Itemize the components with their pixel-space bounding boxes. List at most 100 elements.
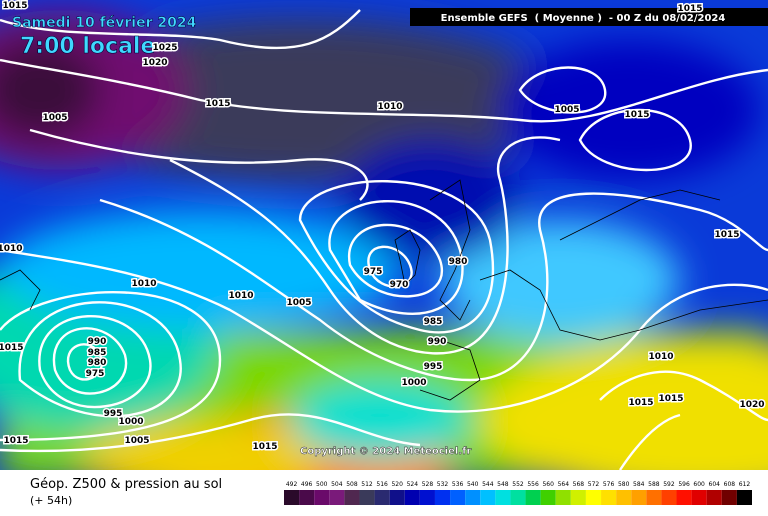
color-scale: 492 496 500 504 508 512 516 520 524 528 532 536 540 5… [284,481,752,505]
copyright: Copyright © 2024 Meteociel.fr [300,446,471,457]
isobar-label: 1015 [0,343,24,353]
isobar-label: 1015 [252,442,277,452]
isobar-label: 1015 [714,230,739,240]
isobar-label: 985 [424,317,443,327]
scale-label: 560 [542,481,554,488]
scale-label: 504 [331,481,343,488]
scale-swatch [465,490,481,505]
scale-swatch [495,490,511,505]
scale-label: 604 [709,481,721,488]
isobar-label: 1015 [205,99,230,109]
scale-label: 500 [316,481,328,488]
isobar-label: 1005 [42,113,67,123]
scale-swatch [676,490,692,505]
scale-label: 596 [678,481,690,488]
isobar-label: 1010 [228,291,253,301]
scale-swatch [646,490,662,505]
scale-label: 576 [603,481,615,488]
isobar-label: 1020 [739,400,764,410]
scale-label: 584 [633,481,645,488]
scale-label: 588 [648,481,660,488]
isobar-label: 1010 [131,279,156,289]
scale-label: 552 [512,481,524,488]
isobar-label: 995 [104,409,123,419]
scale-swatch [344,490,360,505]
isobar-label: 970 [390,280,409,290]
isobar-label: 1020 [142,58,167,68]
scale-swatch [329,490,345,505]
scale-label: 520 [391,481,403,488]
scale-label: 556 [527,481,539,488]
scale-label: 580 [618,481,630,488]
scale-label: 612 [739,481,751,488]
footer-title: Géop. Z500 & pression au sol [30,477,222,492]
scale-swatch [721,490,737,505]
isobar-label: 975 [364,267,383,277]
scale-swatch [631,490,647,505]
isobar-label: 985 [88,348,107,358]
scale-swatch [359,490,375,505]
isobar-label: 1000 [401,378,426,388]
isobar-label: 995 [424,362,443,372]
scale-swatch [299,490,315,505]
scale-swatch [540,490,556,505]
scale-label: 508 [346,481,358,488]
scale-swatch [585,490,602,505]
scale-swatch [314,490,330,505]
isobar-label: 990 [428,337,447,347]
scale-label: 536 [452,481,464,488]
isobar-labels: 1015 1025 1020 1005 1015 1010 1005 1015 1015 1010… [0,0,766,454]
isobar-label: 1010 [0,244,23,254]
isobar-label: 1015 [628,398,653,408]
model-box [410,8,768,26]
scale-label: 496 [301,481,313,488]
scale-label: 532 [437,481,449,488]
scale-swatch [616,490,632,505]
scale-swatch [404,490,420,505]
isobar-label: 1000 [118,417,143,427]
scale-swatch [434,490,451,505]
isobar-label: 1015 [624,110,649,120]
scale-swatch [480,490,496,505]
scale-swatch [389,490,405,505]
isobar-label: 1010 [648,352,673,362]
isobar-label: 1015 [2,1,27,11]
scale-label: 608 [724,481,736,488]
scale-label: 568 [573,481,585,488]
scale-swatch [570,490,586,505]
footer-lead: (+ 54h) [30,494,72,507]
isobar-label: 980 [449,257,468,267]
model-label: Ensemble GEFS ( Moyenne ) - 00 Z du 08/0… [441,13,726,24]
scale-label: 548 [497,481,509,488]
scale-label: 528 [422,481,434,488]
scale-label: 572 [588,481,600,488]
scale-label: 492 [286,481,298,488]
isobar-label: 1005 [124,436,149,446]
isobar-label: 990 [88,337,107,347]
date-label: Samedi 10 février 2024 [12,15,197,31]
coastlines [0,179,768,401]
isobar-label: 1005 [286,298,311,308]
scale-swatch [736,490,752,505]
scale-label: 540 [467,481,479,488]
scale-swatch [510,490,526,505]
time-label: 7:00 locale [20,34,155,59]
isobar-label: 975 [86,369,105,379]
scale-swatch [661,490,677,505]
scale-label: 592 [663,481,675,488]
isobar-label: 1015 [3,436,28,446]
scale-swatch [450,490,466,505]
scale-swatch [691,490,707,505]
scale-swatch [555,490,571,505]
scale-label: 512 [361,481,373,488]
isobar-label: 1010 [377,102,402,112]
scale-swatch [284,490,300,505]
scale-label: 524 [407,481,419,488]
scale-swatch [374,490,390,505]
scale-swatch [601,490,617,505]
isobar-label: 1005 [554,105,579,115]
scale-swatch [525,490,541,505]
isobars [0,9,768,471]
